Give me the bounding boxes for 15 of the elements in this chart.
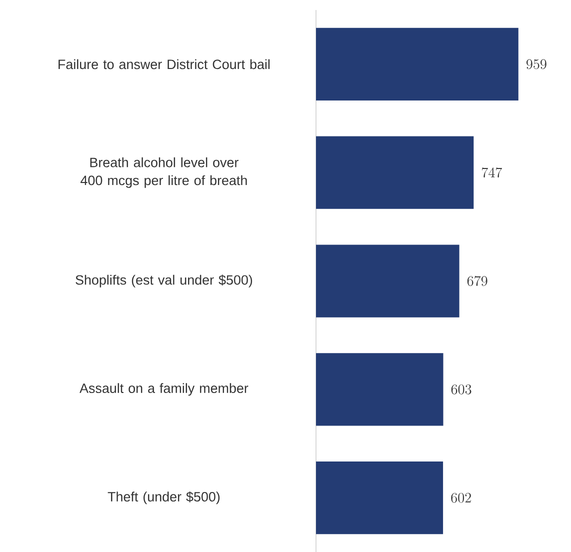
data-label: 747	[482, 167, 502, 178]
bar	[316, 352, 444, 426]
y-tick-label: Failure to answer District Court bail	[58, 59, 270, 69]
bar	[316, 461, 444, 534]
data-label: 603	[451, 384, 472, 394]
data-label: 959	[526, 59, 546, 69]
y-tick-label: Shoplifts (est val under $500)	[76, 274, 252, 288]
bar	[316, 244, 460, 318]
y-tick-label: Theft (under $500)	[108, 491, 220, 504]
y-tick-label: Breath alcohol level over 400 mcgs per litre of breath	[80, 157, 247, 188]
y-tick-label: Assault on a family member	[80, 382, 248, 396]
bar	[316, 136, 474, 209]
bar	[316, 28, 518, 100]
data-label: 679	[467, 276, 488, 286]
data-label: 602	[451, 492, 471, 502]
